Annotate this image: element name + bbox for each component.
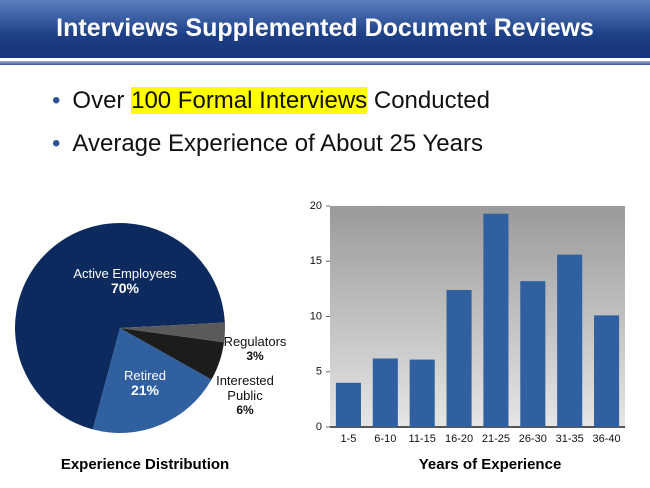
- y-tick-label: 15: [310, 255, 322, 267]
- x-tick-label: 6-10: [374, 433, 396, 445]
- slice-value: 6%: [236, 403, 254, 417]
- slice-name: Interested Public: [216, 373, 274, 403]
- pie-label: Interested Public 6%: [205, 373, 285, 418]
- x-tick-label: 36-40: [592, 433, 620, 445]
- title-rule: [0, 61, 650, 65]
- bar: [483, 213, 509, 427]
- x-tick-label: 16-20: [445, 433, 473, 445]
- title-bar: Interviews Supplemented Document Reviews: [0, 0, 650, 58]
- slice-name: Active Employees: [73, 266, 177, 281]
- slice-value: 70%: [110, 280, 140, 296]
- y-tick-label: 0: [316, 421, 322, 433]
- slice-name: Regulators: [223, 334, 287, 349]
- bullet-text: Over: [72, 87, 132, 114]
- y-tick-label: 20: [310, 200, 322, 212]
- pie-label: Active Employees 70%: [50, 266, 200, 296]
- pie-slice: [92, 328, 212, 433]
- pie-title: Experience Distribution: [60, 456, 230, 473]
- x-tick-label: 1-5: [340, 433, 356, 445]
- bar: [446, 289, 472, 427]
- bar: [335, 382, 361, 427]
- x-tick-label: 11-15: [409, 433, 436, 445]
- pie-slice: [120, 328, 225, 380]
- pie-slice: [120, 322, 225, 343]
- x-tick-label: 31-35: [556, 433, 584, 445]
- x-axis-title: Years of Experience: [418, 456, 562, 473]
- bar: [409, 359, 435, 427]
- slice-value: 3%: [246, 349, 264, 363]
- slide-title: Interviews Supplemented Document Reviews: [56, 14, 594, 42]
- slice-name: Retired: [124, 368, 166, 383]
- x-tick-label: 26-30: [519, 433, 547, 445]
- x-tick-label: 21-25: [482, 433, 510, 445]
- y-tick-label: 10: [310, 310, 322, 322]
- bar: [372, 358, 398, 427]
- pie-label: Retired 21%: [105, 368, 185, 398]
- pie-slice: [14, 223, 225, 430]
- bar: [594, 315, 620, 427]
- bullet-text: Average Experience of About 25 Years: [72, 130, 483, 157]
- y-tick-label: 5: [316, 366, 322, 378]
- bar: [520, 281, 546, 427]
- pie-label: Regulators 3%: [215, 334, 295, 364]
- slice-value: 21%: [130, 382, 160, 398]
- bullet-text: Conducted: [367, 87, 490, 114]
- highlight: 100 Formal Interviews: [131, 87, 368, 114]
- bullet: • Over 100 Formal Interviews Conducted: [52, 87, 490, 114]
- bullet: • Average Experience of About 25 Years: [52, 130, 483, 157]
- bar: [557, 254, 583, 427]
